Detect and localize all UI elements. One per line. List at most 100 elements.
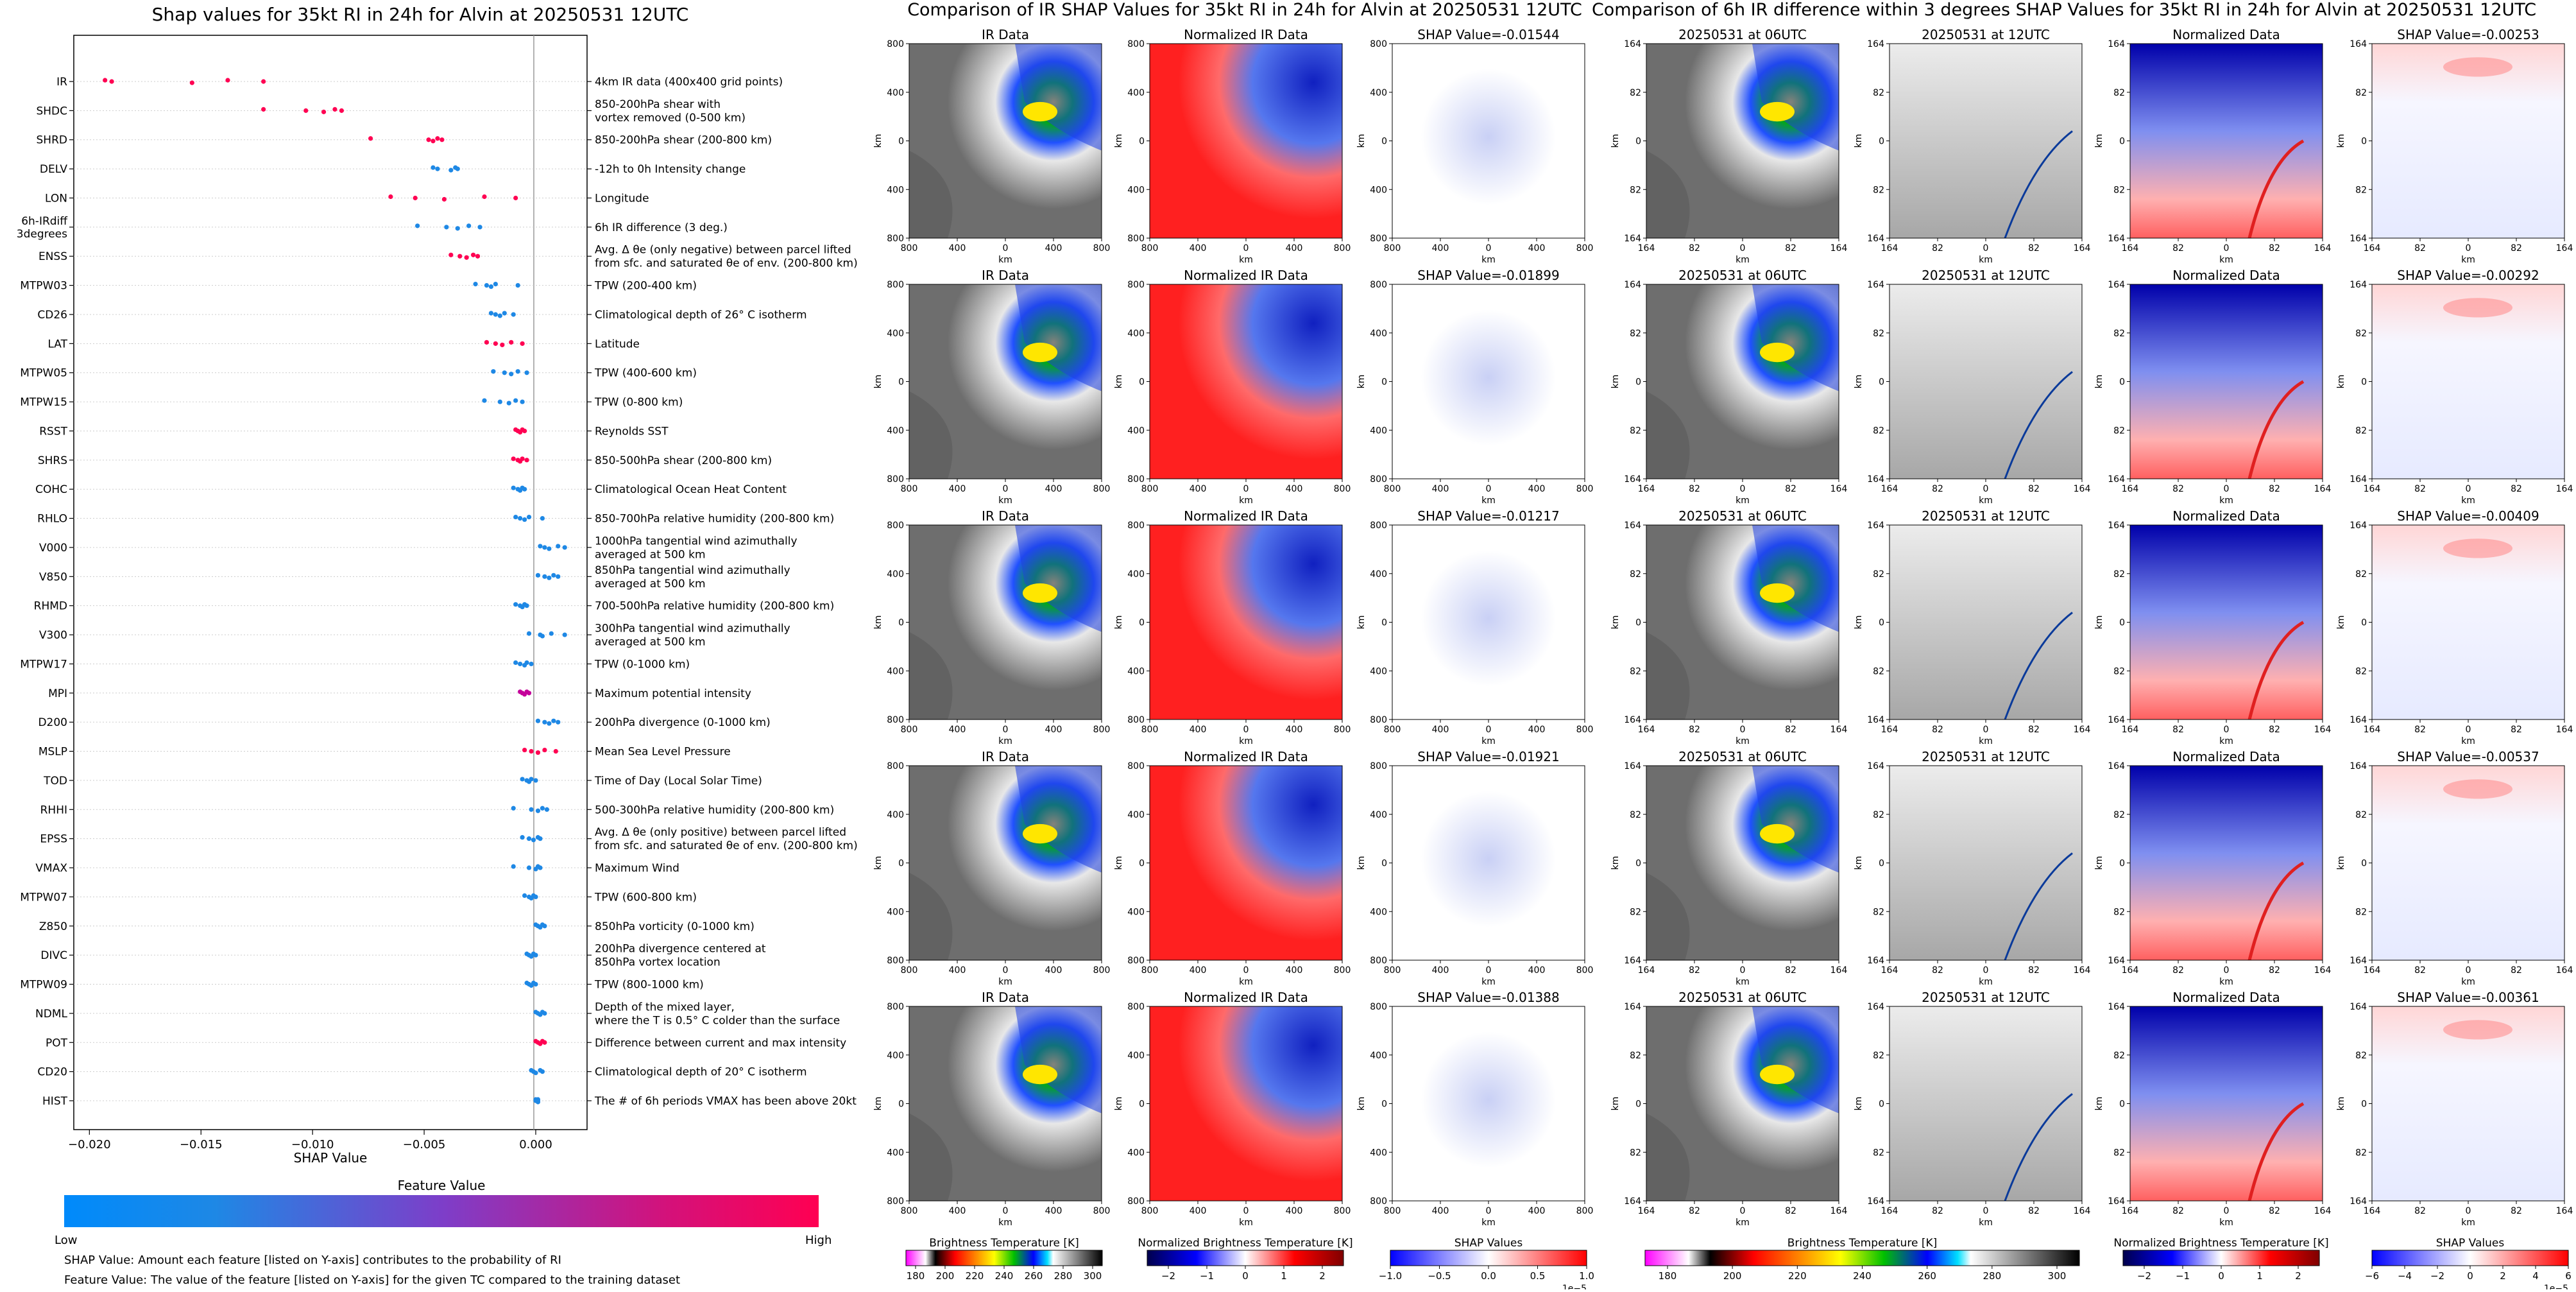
shap-point xyxy=(109,79,114,84)
feature-row: RHMD 700-500hPa relative humidity (200-80… xyxy=(34,600,835,613)
grid-title: Comparison of IR SHAP Values for 35kt RI… xyxy=(907,0,1582,20)
panel-title: SHAP Value=-0.01217 xyxy=(1417,508,1559,524)
x-tick-label: 0 xyxy=(1243,1206,1249,1216)
x-tick-label: 0 xyxy=(1003,243,1009,254)
y-tick-label: 800 xyxy=(887,474,904,485)
shap-point xyxy=(529,807,534,812)
feature-description: Avg. Δ θe (only positive) between parcel… xyxy=(595,826,846,839)
feature-description: 200hPa divergence centered at xyxy=(595,943,766,956)
shap-point xyxy=(189,80,194,85)
feature-row: V300 300hPa tangential wind azimuthallyav… xyxy=(39,623,790,649)
panel-image xyxy=(1646,1006,1839,1202)
colorbar-tick-label: 0.0 xyxy=(1481,1270,1496,1282)
feature-description: Maximum Wind xyxy=(595,862,679,875)
y-tick-label: 164 xyxy=(1867,1002,1884,1012)
y-tick-label: 800 xyxy=(887,39,904,49)
y-tick-label: 400 xyxy=(1370,426,1387,436)
x-tick-label: 400 xyxy=(1286,725,1303,735)
y-tick-label: 400 xyxy=(1127,569,1145,580)
y-tick-label: 0 xyxy=(898,859,904,869)
shap-point xyxy=(261,79,266,84)
feature-name: RHLO xyxy=(37,513,67,526)
colorbar-tick-label: 220 xyxy=(1788,1270,1807,1282)
panel-image xyxy=(1392,765,1585,961)
shap-point xyxy=(520,399,525,404)
x-tick-label: 82 xyxy=(2414,1206,2426,1216)
feature-name: MSLP xyxy=(38,746,67,759)
y-tick-label: 82 xyxy=(1873,1148,1884,1158)
y-tick-label: 82 xyxy=(2355,88,2367,98)
x-tick-label: 400 xyxy=(1190,965,1207,976)
panel-image xyxy=(1646,43,1839,239)
cold-cloud-shield xyxy=(1752,766,1839,873)
y-tick-label: 82 xyxy=(1873,1051,1884,1061)
y-axis-label: km xyxy=(2094,1097,2104,1111)
shap-point xyxy=(524,660,529,666)
feature-row: LAT Latitude xyxy=(47,338,640,350)
x-tick-label: 164 xyxy=(1638,484,1655,494)
shap-hotspot xyxy=(2443,538,2512,558)
panel-image xyxy=(1392,284,1585,479)
x-tick-label: 82 xyxy=(1689,965,1700,976)
shap-point xyxy=(368,136,373,141)
panel-title: Normalized IR Data xyxy=(1184,508,1308,524)
y-tick-label: 0 xyxy=(898,1099,904,1110)
y-tick-label: 0 xyxy=(1381,137,1387,147)
shap-point xyxy=(562,545,567,550)
feature-row: LON Longitude xyxy=(45,192,649,205)
x-axis-label: km xyxy=(1736,1218,1750,1228)
panel-image xyxy=(1646,284,1839,479)
shap-point xyxy=(484,340,490,345)
y-tick-label: 0 xyxy=(1139,1099,1145,1110)
shap-field xyxy=(1392,525,1585,719)
feature-name: VMAX xyxy=(35,862,67,875)
shap-point xyxy=(225,78,230,83)
shap-point xyxy=(522,747,527,753)
x-axis-label: km xyxy=(1979,736,1993,746)
shap-chart-title: Shap values for 35kt RI in 24h for Alvin… xyxy=(152,4,689,25)
shap-field xyxy=(1392,44,1585,238)
convective-core xyxy=(1760,823,1795,844)
panel-title: SHAP Value=-0.01388 xyxy=(1417,990,1559,1005)
x-tick-label: 0 xyxy=(2224,1206,2230,1216)
y-axis-label: km xyxy=(1854,616,1864,630)
shap-point xyxy=(471,252,476,257)
shap-point xyxy=(531,838,536,843)
y-tick-label: 164 xyxy=(1867,39,1884,49)
y-tick-label: 82 xyxy=(1873,907,1884,917)
convective-core xyxy=(1023,1064,1057,1085)
x-tick-label: 400 xyxy=(1190,484,1207,494)
y-tick-label: 82 xyxy=(1873,426,1884,436)
y-tick-label: 164 xyxy=(2350,234,2367,244)
x-tick-label: 0 xyxy=(2466,484,2471,494)
feature-name: HIST xyxy=(42,1095,68,1108)
colorbar xyxy=(1644,1250,2080,1266)
panel-title: Normalized Data xyxy=(2172,268,2280,283)
y-tick-label: 800 xyxy=(1370,39,1387,49)
feature-description: 850-500hPa shear (200-800 km) xyxy=(595,454,772,467)
shap-point xyxy=(522,487,527,492)
y-tick-label: 0 xyxy=(2119,137,2125,147)
x-tick-label: 164 xyxy=(2074,725,2091,735)
cold-cloud-shield xyxy=(1015,44,1102,151)
y-axis-label: km xyxy=(1114,134,1124,148)
y-axis-label: km xyxy=(2336,375,2346,389)
feature-name: V000 xyxy=(39,542,67,555)
shap-point xyxy=(542,747,547,753)
cold-cloud-shield xyxy=(1015,1006,1102,1114)
shap-point xyxy=(515,369,520,374)
field-feature xyxy=(2248,861,2305,961)
shap-plot-frame xyxy=(73,35,588,1130)
shap-point xyxy=(513,398,518,403)
feature-description: where the T is 0.5° C colder than the su… xyxy=(595,1014,840,1027)
shap-x-label: SHAP Value xyxy=(294,1150,368,1166)
shap-point xyxy=(524,603,529,608)
x-tick-label: 164 xyxy=(2314,1206,2332,1216)
y-tick-label: 800 xyxy=(1370,715,1387,725)
x-tick-label: 82 xyxy=(2028,965,2040,976)
field-feature xyxy=(2248,621,2305,720)
panel-title: SHAP Value=-0.01544 xyxy=(1417,27,1559,42)
y-axis-label: km xyxy=(873,616,883,630)
